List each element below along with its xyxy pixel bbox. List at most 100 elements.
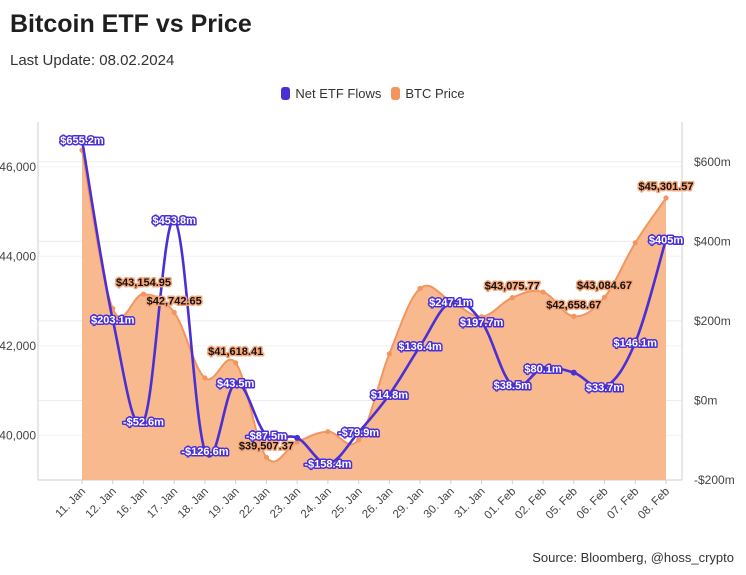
legend-label-flows: Net ETF Flows [295,86,382,101]
net-flows-point [201,447,208,454]
btc-price-label: $42,658.67 [546,299,601,311]
net-flows-label: $136.4m [398,341,442,353]
net-flows-label: $38.5m [494,380,532,392]
net-flows-point [263,432,270,439]
legend-item-flows[interactable]: Net ETF Flows [281,86,381,101]
x-tick-label: 07. Feb [605,486,641,522]
legend-item-price[interactable]: BTC Price [391,86,465,101]
y-right-tick-label: $200m [694,314,731,328]
btc-price-point [509,295,515,301]
btc-price-point [663,195,669,201]
net-flows-point [386,391,393,398]
net-flows-label: -$52.6m [123,416,164,428]
x-tick-label: 16. Jan [114,486,149,521]
x-tick-label: 23. Jan [268,486,303,521]
y-left-tick-label: $46,000 [0,160,36,174]
btc-price-point [140,291,147,297]
btc-price-label: $41,618.41 [208,346,263,358]
btc-price-label: $43,084.67 [577,280,632,292]
net-flows-label: $33.7m [586,382,624,394]
y-left-tick-label: $42,000 [0,339,36,353]
net-flows-point [509,382,516,389]
x-tick-label: 17. Jan [145,486,180,521]
net-flows-label: $43.5m [217,378,255,390]
x-tick-label: 12. Jan [84,486,119,521]
net-flows-point [447,299,454,306]
y-right-tick-label: $0m [694,393,717,407]
x-tick-label: 31. Jan [453,486,488,521]
x-tick-label: 11. Jan [54,486,89,521]
btc-price-point [171,309,177,316]
x-tick-label: 06. Feb [575,486,611,522]
btc-price-point [294,439,300,445]
btc-price-label: $45,301.57 [638,181,693,193]
x-tick-label: 29. Jan [391,486,426,521]
net-flows-label: $197.7m [460,317,504,329]
btc-price-point [233,360,239,366]
net-flows-point [540,365,547,372]
net-flows-point [632,339,639,346]
btc-price-point [325,429,331,435]
btc-price-point [202,375,208,381]
net-flows-label: $655.2m [60,135,104,147]
x-tick-label: 22. Jan [237,486,272,521]
net-flows-point [570,369,577,376]
net-flows-point [324,460,331,467]
x-tick-label: 05. Feb [544,486,580,522]
net-flows-point [79,136,85,143]
btc-price-point [540,289,546,295]
x-tick-label: 26. Jan [360,486,395,521]
legend-swatch-price [391,87,401,100]
x-tick-label: 08. Feb [636,486,672,522]
chart-title: Bitcoin ETF vs Price [10,10,252,38]
y-right-tick-label: $400m [694,234,731,248]
net-flows-point [601,384,608,391]
btc-price-point [417,285,423,292]
net-flows-label: -$158.4m [304,458,351,470]
net-flows-point [232,380,239,387]
net-flows-point [294,434,301,441]
net-flows-label: $453.8m [152,215,196,227]
y-left-tick-label: $40,000 [0,428,36,442]
legend-swatch-flows [281,87,291,100]
last-update: Last Update: 08.02.2024 [10,52,175,69]
legend: Net ETF Flows BTC Price [0,86,746,101]
net-flows-label: $146.1m [614,337,658,349]
y-right-tick-label: -$200m [694,473,735,487]
btc-price-point [601,294,608,300]
y-left-tick-label: $44,000 [0,249,36,263]
net-flows-label: $14.8m [371,390,409,402]
net-flows-point [417,343,424,350]
x-tick-label: 02. Feb [513,486,549,522]
net-flows-label: -$126.6m [181,446,228,458]
btc-price-point [632,240,638,246]
net-flows-label: -$79.9m [338,427,379,439]
btc-price-point [356,437,362,443]
x-tick-label: 25. Jan [330,486,365,521]
net-flows-point [109,316,116,323]
net-flows-label: $203.1m [91,315,135,327]
net-flows-point [140,418,147,425]
source-note: Source: Bloomberg, @hoss_crypto [532,550,734,565]
net-flows-label: $80.1m [524,364,562,376]
x-tick-label: 30. Jan [422,486,457,521]
net-flows-point [663,236,669,243]
btc-price-label: $39,507.37 [239,440,294,452]
x-tick-label: 18. Jan [176,486,211,521]
net-flows-point [355,429,362,436]
y-right-tick-label: $600m [694,155,731,169]
net-flows-line [80,139,668,465]
x-tick-label: 19. Jan [207,486,242,521]
btc-price-label: $43,075.77 [485,281,540,293]
x-tick-label: 01. Feb [482,486,518,522]
net-flows-label: $405m [649,234,683,246]
btc-price-label: $43,154.95 [116,277,171,289]
net-flows-label: -$87.5m [246,430,287,442]
btc-price-point [263,454,270,460]
btc-price-point [386,351,392,357]
net-flows-point [478,318,485,325]
net-flows-label: $247.1m [429,297,473,309]
btc-price-label: $42,742.65 [147,296,202,308]
btc-price-point [571,313,577,319]
